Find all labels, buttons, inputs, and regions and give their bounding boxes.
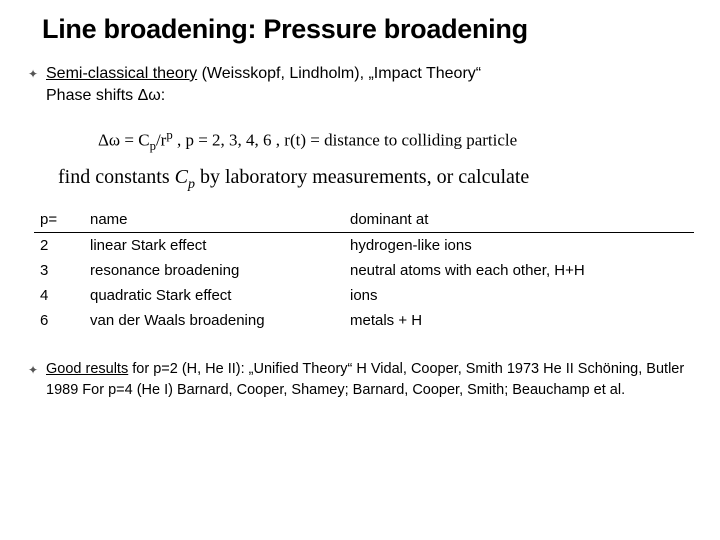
table-row: 4 quadratic Stark effect ions bbox=[34, 283, 694, 308]
footer-rest: for p=2 (H, He II): „Unified Theory“ H V… bbox=[46, 361, 684, 399]
cell-dom: neutral atoms with each other, H+H bbox=[344, 258, 694, 283]
bullet1-rest: (Weisskopf, Lindholm), „Impact Theory“ bbox=[197, 65, 481, 82]
formula-tail: , p = 2, 3, 4, 6 , r(t) = distance to co… bbox=[173, 130, 517, 149]
table-row: 6 van der Waals broadening metals + H bbox=[34, 308, 694, 333]
table-header-row: p= name dominant at bbox=[34, 207, 694, 233]
bullet-semi-classical: ✦ Semi-classical theory (Weisskopf, Lind… bbox=[28, 63, 692, 108]
col-header-name: name bbox=[84, 207, 344, 233]
footer-content: Good results for p=2 (H, He II): „Unifie… bbox=[46, 359, 692, 403]
cell-p: 2 bbox=[34, 232, 84, 258]
find-constants-text: find constants Cp by laboratory measurem… bbox=[58, 164, 692, 195]
bullet-glyph: ✦ bbox=[28, 63, 46, 81]
col-header-p: p= bbox=[34, 207, 84, 233]
cell-dom: ions bbox=[344, 283, 694, 308]
bullet-good-results: ✦ Good results for p=2 (H, He II): „Unif… bbox=[28, 359, 692, 403]
find-cp: Cp bbox=[175, 166, 195, 188]
broadening-table: p= name dominant at 2 linear Stark effec… bbox=[34, 207, 694, 333]
bullet1-underlined: Semi-classical theory bbox=[46, 65, 197, 82]
footer-underlined: Good results bbox=[46, 361, 128, 377]
cell-name: linear Stark effect bbox=[84, 232, 344, 258]
bullet-glyph: ✦ bbox=[28, 359, 46, 377]
table-row: 3 resonance broadening neutral atoms wit… bbox=[34, 258, 694, 283]
bullet-content: Semi-classical theory (Weisskopf, Lindho… bbox=[46, 63, 692, 108]
cell-p: 3 bbox=[34, 258, 84, 283]
table-row: 2 linear Stark effect hydrogen-like ions bbox=[34, 232, 694, 258]
find-b: by laboratory measurements, or calculate bbox=[195, 166, 529, 188]
cell-p: 6 bbox=[34, 308, 84, 333]
formula-prefix: Δω = C bbox=[98, 130, 150, 149]
col-header-dominant: dominant at bbox=[344, 207, 694, 233]
cell-p: 4 bbox=[34, 283, 84, 308]
cell-name: van der Waals broadening bbox=[84, 308, 344, 333]
find-a: find constants bbox=[58, 166, 175, 188]
cell-dom: hydrogen-like ions bbox=[344, 232, 694, 258]
cell-name: resonance broadening bbox=[84, 258, 344, 283]
bullet1-line2: Phase shifts Δω: bbox=[46, 87, 165, 104]
cell-name: quadratic Stark effect bbox=[84, 283, 344, 308]
formula-divr: /r bbox=[156, 130, 166, 149]
formula: Δω = Cp/rp , p = 2, 3, 4, 6 , r(t) = dis… bbox=[98, 128, 692, 154]
cell-dom: metals + H bbox=[344, 308, 694, 333]
page-title: Line broadening: Pressure broadening bbox=[42, 14, 692, 45]
